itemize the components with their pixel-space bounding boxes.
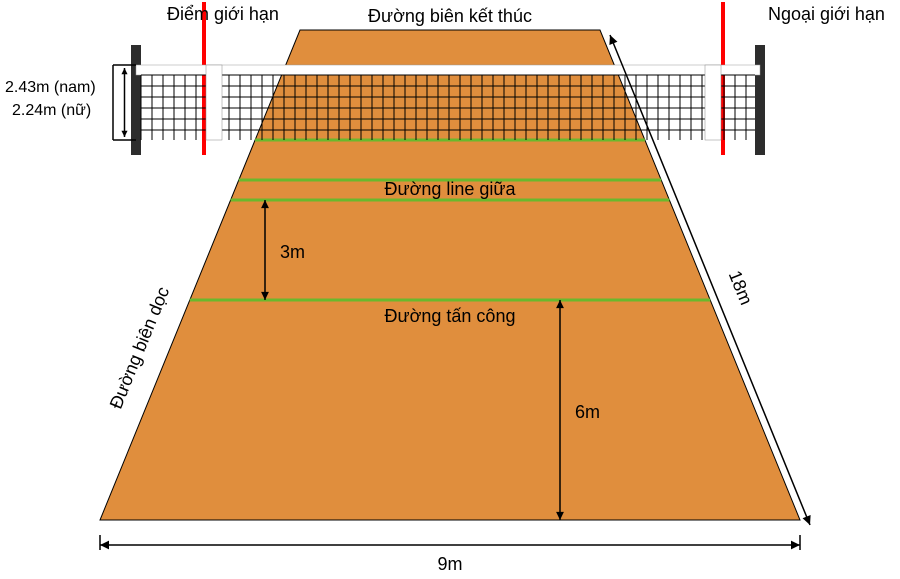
label-limit-point: Điểm giới hạn <box>167 4 279 24</box>
net-top-band <box>136 65 760 75</box>
label-out-of-bounds: Ngoại giới hạn <box>768 4 885 24</box>
label-attack-line: Đường tấn công <box>385 306 516 326</box>
court-width-arrow <box>100 541 800 550</box>
label-end-line: Đường biên kết thúc <box>368 6 532 26</box>
label-net-height-women: 2.24m (nữ) <box>12 102 91 119</box>
label-court-length: 18m <box>725 268 757 308</box>
label-center-line: Đường line giữa <box>385 179 517 199</box>
label-net-height-men: 2.43m (nam) <box>5 79 96 96</box>
label-attack-depth: 3m <box>280 242 305 262</box>
label-back-depth: 6m <box>575 402 600 422</box>
net-height-arrow <box>121 68 127 137</box>
label-court-width: 9m <box>437 554 462 574</box>
